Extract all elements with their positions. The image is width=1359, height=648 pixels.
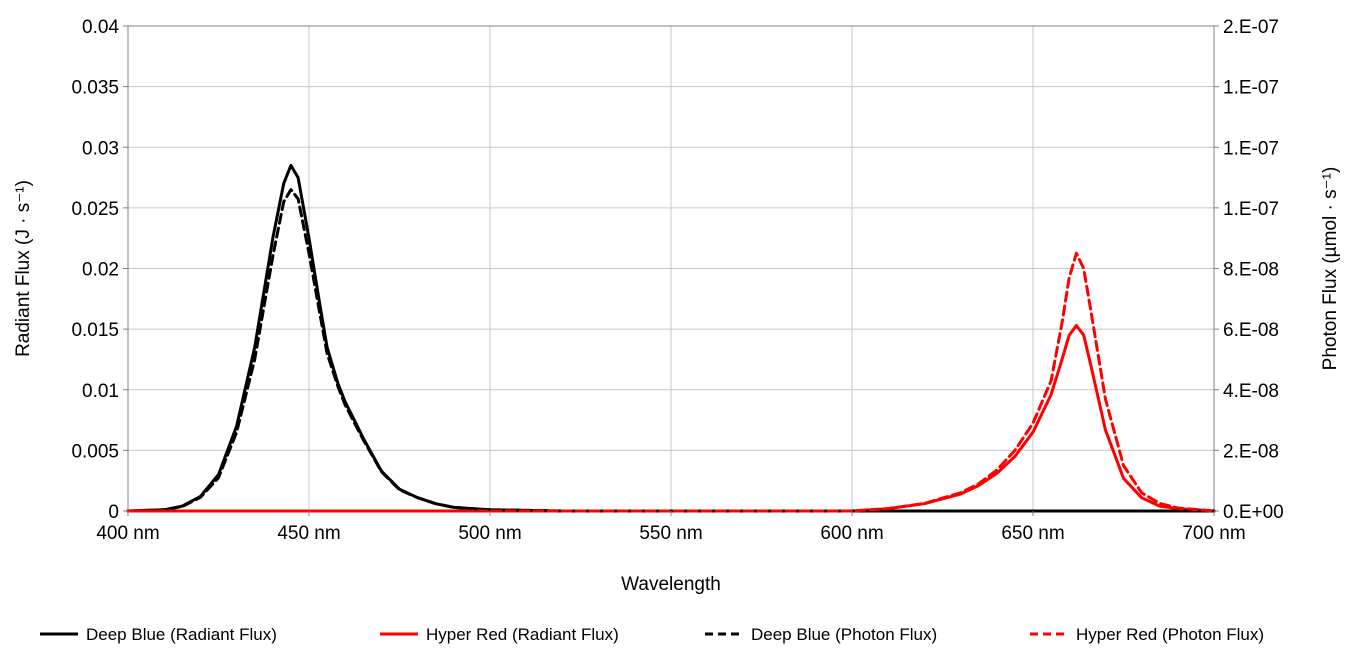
y-right-tick-label-4: 8.E-08 <box>1223 260 1279 281</box>
y-right-tick-label-3: 6.E-08 <box>1223 320 1279 341</box>
legend: Deep Blue (Radiant Flux) Hyper Red (Radia… <box>40 625 1264 644</box>
y-left-tick-label-6: 0.03 <box>82 138 119 159</box>
series-lines <box>126 163 1216 513</box>
legend-label-1: Hyper Red (Radiant Flux) <box>426 625 619 644</box>
x-tick-label-0: 400 nm <box>96 523 159 544</box>
legend-item-2: Deep Blue (Photon Flux) <box>705 625 937 644</box>
x-tick-label-1: 450 nm <box>277 523 340 544</box>
series-line-3 <box>126 251 1216 513</box>
x-tick-label-2: 500 nm <box>458 523 521 544</box>
y-right-tick-label-1: 2.E-08 <box>1223 441 1279 462</box>
legend-item-1: Hyper Red (Radiant Flux) <box>380 625 619 644</box>
x-tick-label-6: 700 nm <box>1182 523 1245 544</box>
y-right-tick-label-6: 1.E-07 <box>1223 138 1279 159</box>
y-left-tick-label-0: 0 <box>108 502 119 523</box>
x-tick-label-3: 550 nm <box>639 523 702 544</box>
y-left-axis-ticks: 0 0.005 0.01 0.015 0.02 0.025 0.03 0.035 0.04 <box>71 17 128 523</box>
y-right-tick-label-5: 1.E-07 <box>1223 199 1279 220</box>
legend-label-3: Hyper Red (Photon Flux) <box>1076 625 1264 644</box>
legend-label-2: Deep Blue (Photon Flux) <box>751 625 937 644</box>
y-left-axis-title: Radiant Flux (J · s⁻¹) <box>13 180 34 357</box>
y-left-tick-label-5: 0.025 <box>71 199 119 220</box>
gridlines <box>127 25 1215 512</box>
y-left-tick-label-4: 0.02 <box>82 260 119 281</box>
x-tick-label-4: 600 nm <box>820 523 883 544</box>
y-right-tick-label-2: 4.E-08 <box>1223 381 1279 402</box>
y-right-axis-title: Photon Flux (µmol · s⁻¹) <box>1320 167 1341 371</box>
y-left-tick-label-7: 0.035 <box>71 78 119 99</box>
y-right-tick-label-8: 2.E-07 <box>1223 17 1279 38</box>
y-right-tick-label-0: 0.E+00 <box>1223 502 1284 523</box>
y-right-tick-label-7: 1.E-07 <box>1223 78 1279 99</box>
y-right-axis-ticks: 0.E+00 2.E-08 4.E-08 6.E-08 8.E-08 1.E-07 1.E-… <box>1214 17 1284 523</box>
x-tick-label-5: 650 nm <box>1001 523 1064 544</box>
y-left-tick-label-1: 0.005 <box>71 441 119 462</box>
y-left-tick-label-2: 0.01 <box>82 381 119 402</box>
y-left-tick-label-3: 0.015 <box>71 320 119 341</box>
legend-item-0: Deep Blue (Radiant Flux) <box>40 625 277 644</box>
x-axis-title: Wavelength <box>621 574 721 595</box>
y-left-tick-label-8: 0.04 <box>82 17 119 38</box>
legend-label-0: Deep Blue (Radiant Flux) <box>86 625 277 644</box>
legend-item-3: Hyper Red (Photon Flux) <box>1030 625 1264 644</box>
x-axis-ticks: 400 nm 450 nm 500 nm 550 nm 600 nm 650 nm 700 … <box>96 511 1246 544</box>
